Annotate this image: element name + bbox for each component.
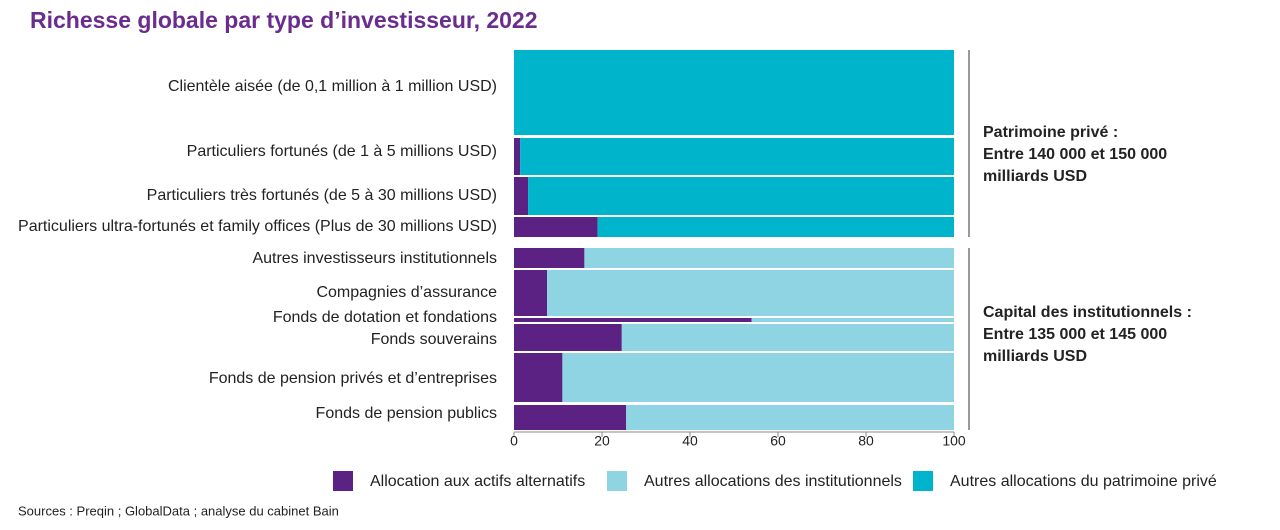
source: Sources : Preqin ; GlobalData ; analyse … — [18, 503, 339, 518]
bar-segment — [751, 318, 954, 322]
annotation: Capital des institutionnels : — [983, 304, 1192, 321]
x-tick-label: 20 — [594, 433, 610, 449]
legend-label: Allocation aux actifs alternatifs — [370, 473, 585, 490]
y-tick-label: Particuliers fortunés (de 1 à 5 millions… — [187, 143, 497, 160]
annotation: Entre 140 000 et 150 000 — [983, 146, 1167, 163]
legend-label: Autres allocations du patrimoine privé — [950, 473, 1217, 490]
x-tick-label: 100 — [942, 433, 966, 449]
annotation: Patrimoine privé : — [983, 124, 1118, 141]
annotation: Entre 135 000 et 145 000 — [983, 326, 1167, 343]
bar-segment — [597, 217, 954, 237]
y-tick-label: Fonds souverains — [371, 331, 497, 348]
x-tick-label: 60 — [770, 433, 786, 449]
bar-segment — [514, 405, 627, 430]
bar-segment — [562, 353, 954, 402]
bar-segment — [584, 248, 954, 268]
bar-segment — [547, 270, 954, 316]
y-tick-label: Fonds de pension publics — [316, 405, 497, 422]
bar-segment — [514, 138, 521, 175]
bar-segment — [514, 217, 598, 237]
bar-segment — [528, 177, 954, 215]
bar-segment — [514, 318, 752, 322]
y-tick-label: Fonds de pension privés et d’entreprises — [209, 370, 497, 387]
legend-swatch — [333, 471, 353, 491]
chart-title: Richesse globale par type d’investisseur… — [30, 7, 538, 33]
y-tick-label: Clientèle aisée (de 0,1 million à 1 mill… — [168, 78, 497, 95]
y-tick-label: Particuliers ultra-fortunés et family of… — [18, 218, 497, 235]
bar-segment — [514, 353, 563, 402]
legend-swatch — [607, 471, 627, 491]
y-tick-label: Autres investisseurs institutionnels — [252, 250, 497, 267]
bar-segment — [621, 324, 954, 351]
bar-segment — [626, 405, 954, 430]
y-tick-label: Compagnies d’assurance — [316, 284, 497, 301]
x-tick-label: 40 — [682, 433, 698, 449]
y-tick-label: Particuliers très fortunés (de 5 à 30 mi… — [147, 187, 497, 204]
bar-segment — [514, 177, 529, 215]
bar-segment — [514, 248, 585, 268]
bar-segment — [514, 324, 622, 351]
y-tick-label: Fonds de dotation et fondations — [273, 309, 497, 326]
annotation: milliards USD — [983, 348, 1087, 365]
bar-segment — [514, 270, 547, 316]
x-tick-label: 0 — [510, 433, 518, 449]
legend-label: Autres allocations des institutionnels — [644, 473, 902, 490]
bar-segment — [514, 50, 954, 135]
bar-segment — [520, 138, 954, 175]
legend-swatch — [913, 471, 933, 491]
x-tick-label: 80 — [858, 433, 874, 449]
annotation: milliards USD — [983, 168, 1087, 185]
